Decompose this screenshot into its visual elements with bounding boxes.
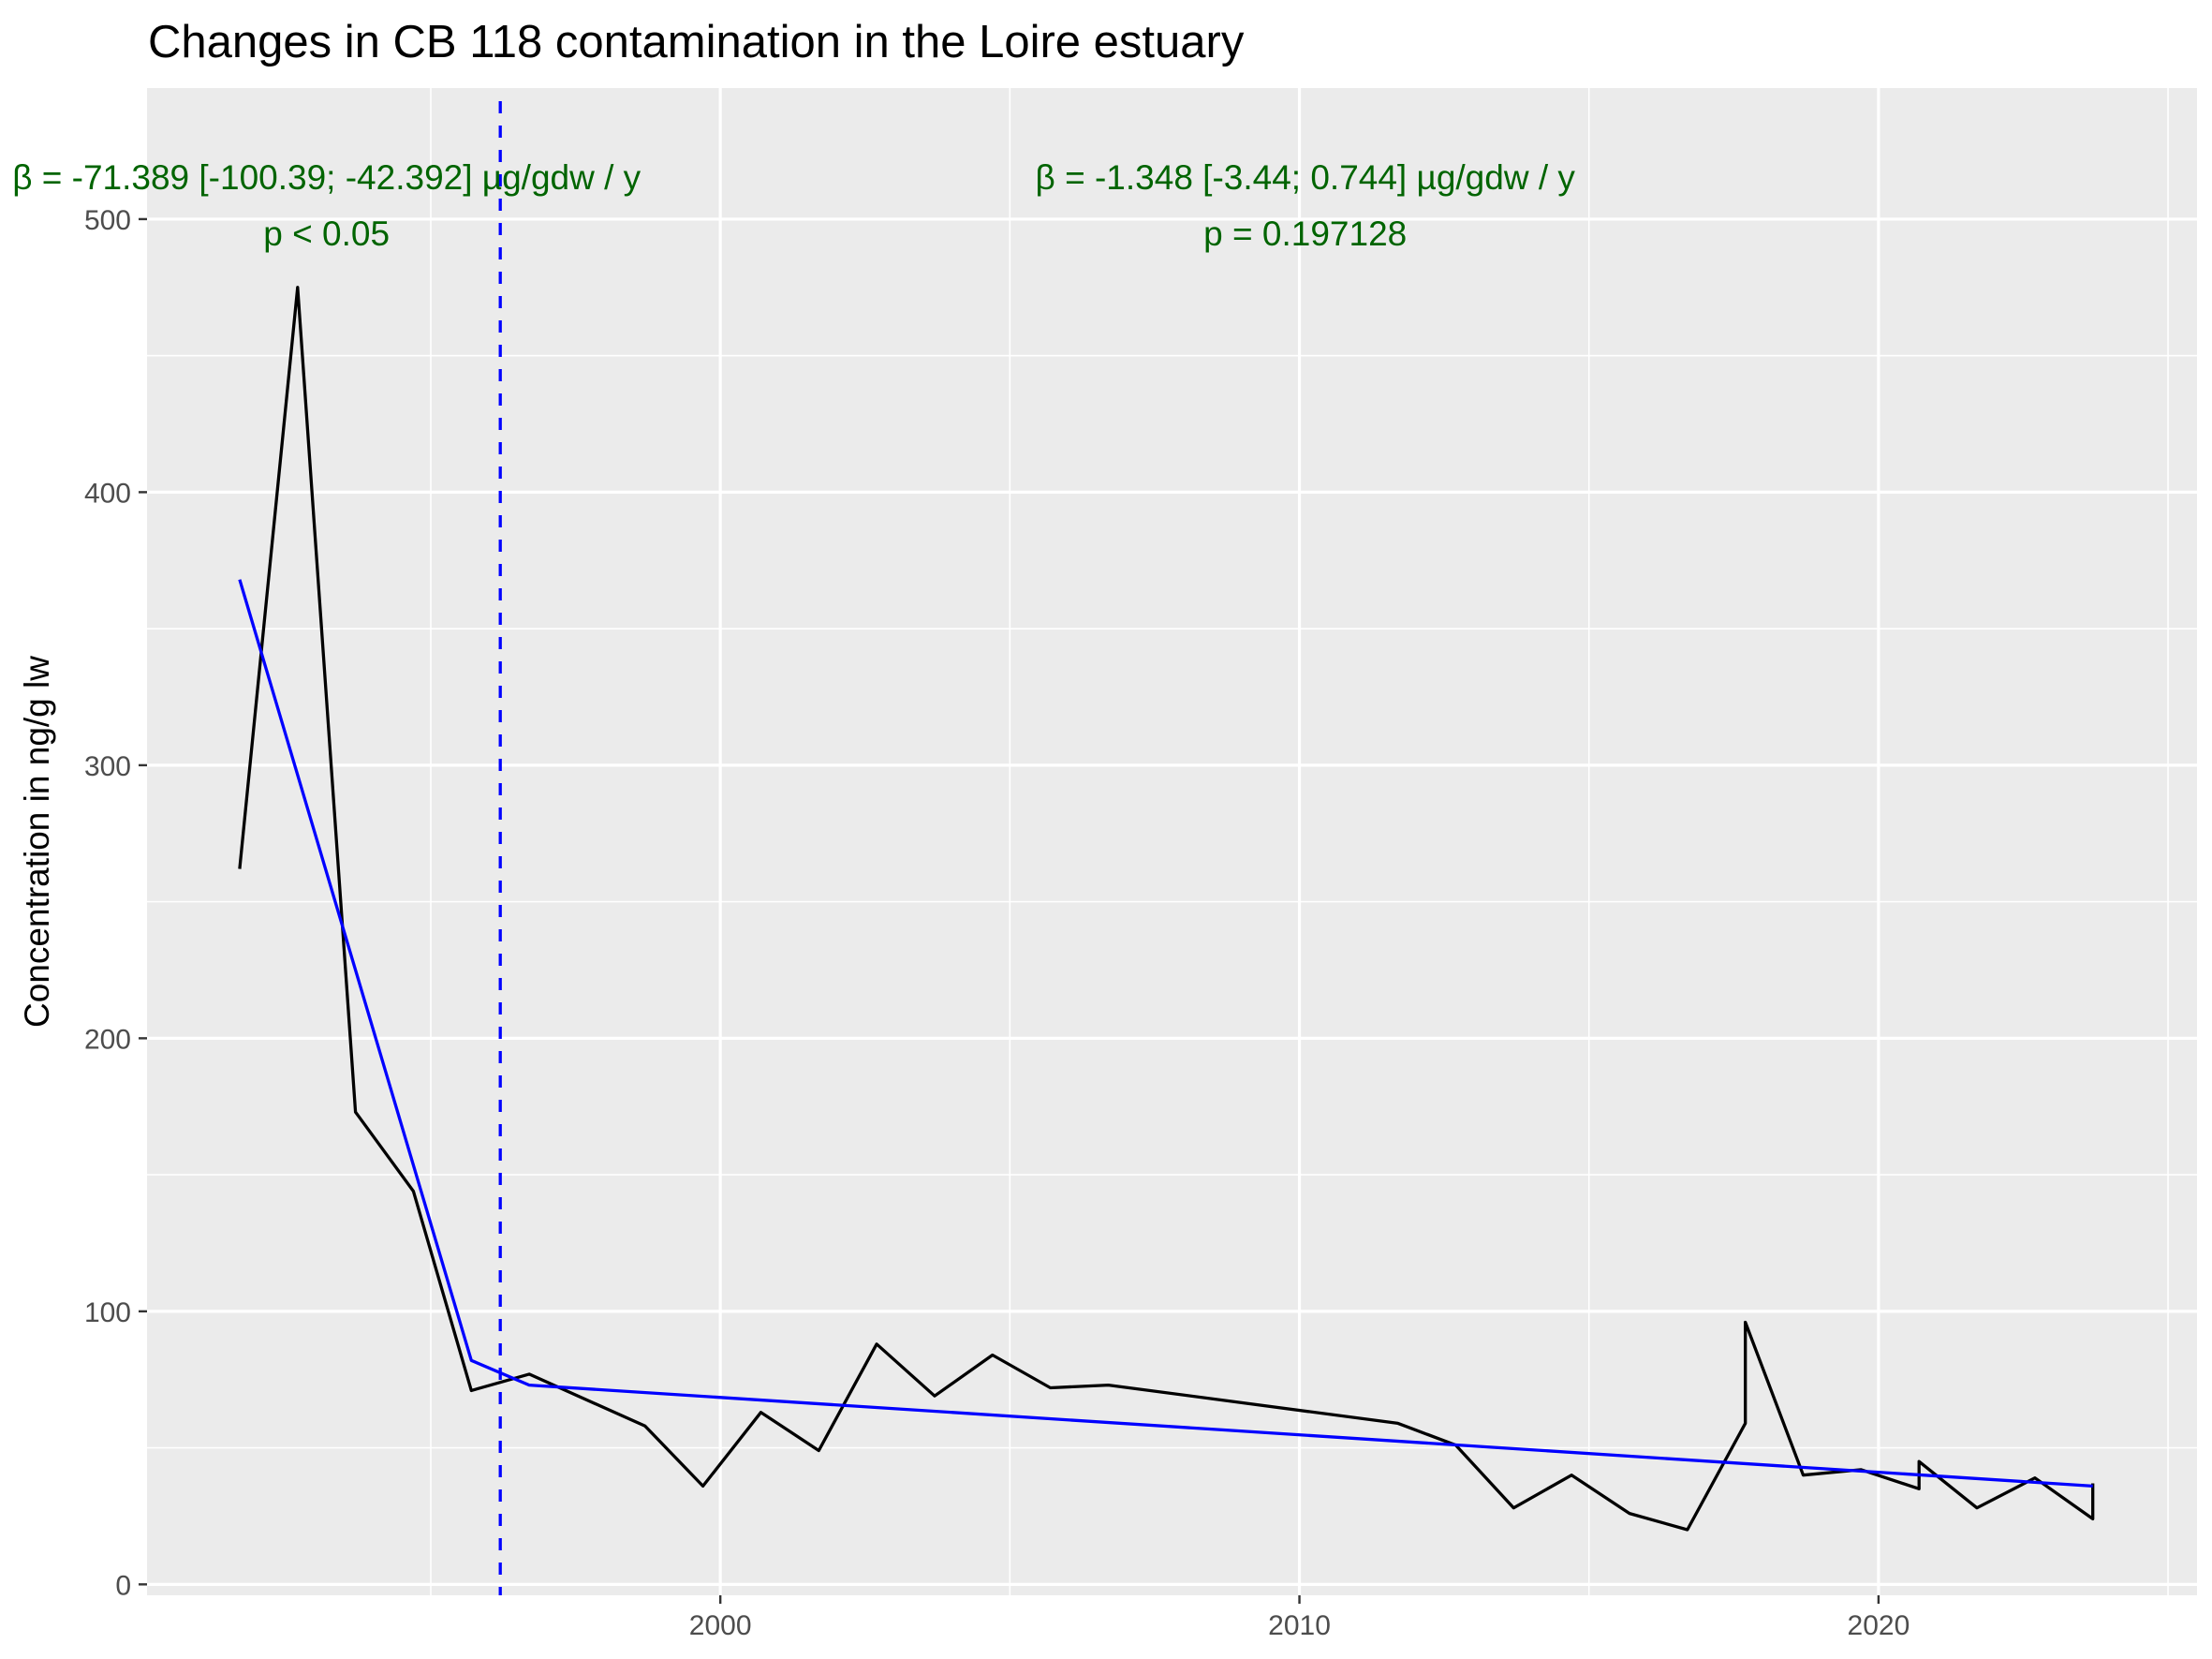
x-tick-label: 2010 xyxy=(1268,1610,1331,1641)
annotation-layer: β = -71.389 [-100.39; -42.392] µg/gdw / … xyxy=(12,158,1575,253)
plot-panel xyxy=(147,88,2197,1595)
y-tick-label: 200 xyxy=(84,1024,131,1055)
axes: 0 100 200 300 400 500 2000 2010 2020 xyxy=(84,205,1910,1641)
y-axis-label: Concentration in ng/g lw xyxy=(18,656,56,1028)
y-tick-label: 400 xyxy=(84,478,131,509)
y-tick-label: 100 xyxy=(84,1297,131,1328)
series-layer xyxy=(238,101,2095,1595)
annotation-beta-0: β = -71.389 [-100.39; -42.392] µg/gdw / … xyxy=(12,158,641,197)
grid xyxy=(147,88,2197,1595)
y-tick-label: 0 xyxy=(115,1570,131,1601)
x-tick-label: 2000 xyxy=(689,1610,752,1641)
y-tick-label: 500 xyxy=(84,205,131,236)
chart-title: Changes in CB 118 contamination in the L… xyxy=(148,17,1245,67)
x-tick-label: 2020 xyxy=(1848,1610,1910,1641)
annotation-beta-1: β = -1.348 [-3.44; 0.744] µg/gdw / y xyxy=(1036,158,1576,197)
series-line-0 xyxy=(238,286,2095,1532)
y-tick-label: 300 xyxy=(84,751,131,782)
annotation-p-1: p = 0.197128 xyxy=(1203,215,1407,253)
panel-background xyxy=(147,88,2197,1595)
annotation-p-0: p < 0.05 xyxy=(263,215,390,253)
